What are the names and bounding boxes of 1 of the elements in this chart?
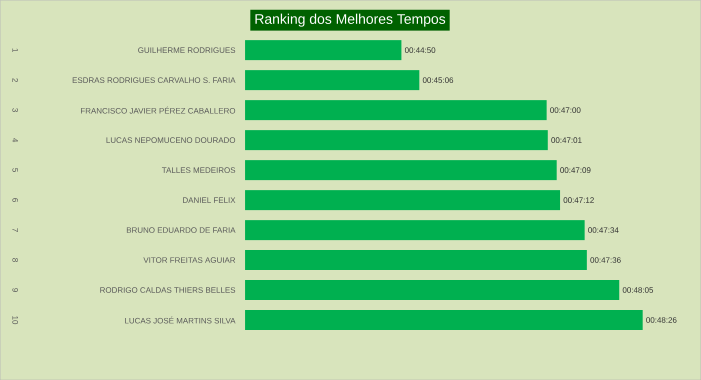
chart-title: Ranking dos Melhores Tempos xyxy=(255,14,446,27)
